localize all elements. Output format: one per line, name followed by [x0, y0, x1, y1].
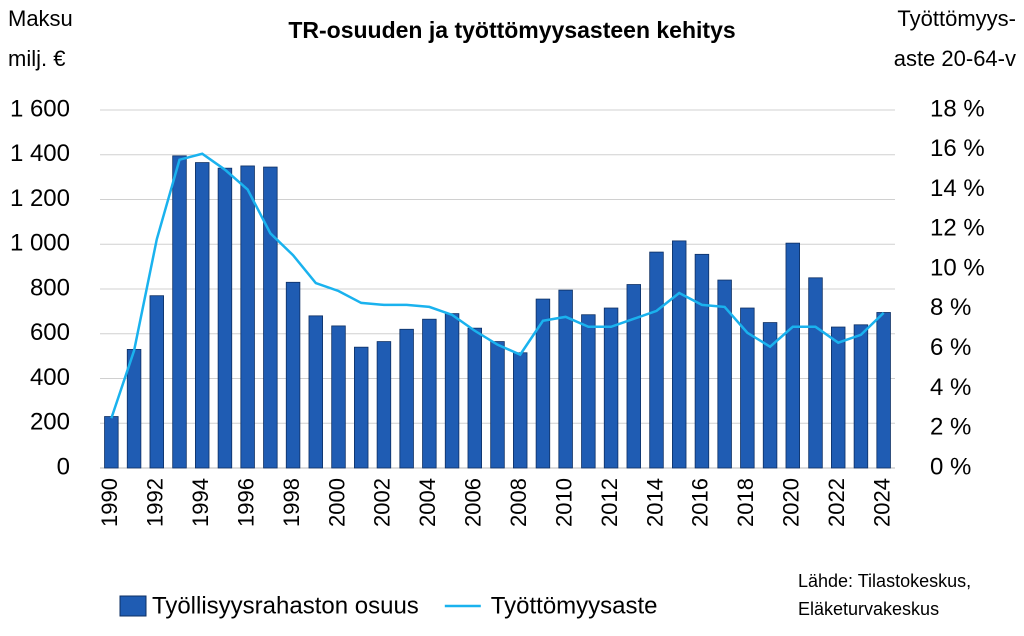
bar	[785, 242, 801, 469]
x-tick-label: 2002	[370, 478, 395, 527]
bar	[217, 167, 233, 469]
bar	[694, 253, 710, 469]
y-axis-title: milj. €	[8, 46, 65, 71]
bar	[853, 324, 869, 469]
x-tick-label: 2008	[506, 478, 531, 527]
bar	[513, 352, 528, 469]
y-axis-title: Maksu	[8, 6, 73, 31]
bar	[831, 326, 846, 469]
bar	[331, 325, 346, 469]
y2-tick-label: 12 %	[930, 215, 985, 242]
x-tick-label: 2014	[642, 478, 667, 527]
bar	[149, 295, 165, 469]
y-tick-label: 1 000	[10, 230, 70, 257]
x-tick-label: 1998	[279, 478, 304, 527]
x-tick-label: 1992	[143, 478, 168, 527]
legend-swatch	[119, 595, 147, 617]
bar	[172, 155, 187, 469]
x-tick-label: 2010	[551, 478, 576, 527]
x-tick-label: 2020	[779, 478, 804, 527]
y2-tick-label: 10 %	[930, 254, 985, 281]
bar	[399, 328, 414, 469]
bar	[104, 416, 119, 469]
x-tick-label: 1990	[97, 478, 122, 527]
y2-tick-label: 14 %	[930, 175, 985, 202]
y2-axis-title: Työttömyys-	[897, 6, 1016, 31]
bar	[762, 322, 778, 469]
bar	[581, 314, 596, 469]
y2-tick-label: 4 %	[930, 374, 971, 401]
bar	[626, 284, 642, 469]
source: Lähde: Tilastokeskus,	[798, 571, 971, 591]
bar	[490, 341, 505, 469]
y-tick-label: 1 600	[10, 95, 70, 122]
y2-axis-title: aste 20-64-v	[894, 46, 1016, 71]
bar	[535, 298, 551, 469]
legend-label: Työttömyysaste	[491, 592, 658, 619]
x-tick-label: 2012	[597, 478, 622, 527]
x-tick-label: 2018	[733, 478, 758, 527]
bar	[603, 307, 619, 469]
y2-tick-label: 2 %	[930, 414, 971, 441]
bar	[444, 313, 460, 469]
bar	[672, 240, 687, 469]
x-tick-label: 2024	[869, 478, 894, 527]
y2-tick-label: 18 %	[930, 95, 985, 122]
bar	[353, 346, 369, 469]
bar	[876, 312, 891, 469]
bar	[740, 307, 755, 469]
source: Eläketurvakeskus	[798, 599, 939, 619]
legend-label: Työllisyysrahaston osuus	[152, 592, 419, 619]
bar	[308, 315, 324, 469]
line	[110, 152, 885, 419]
bar	[194, 162, 210, 469]
bar	[558, 289, 573, 469]
x-tick-label: 2004	[415, 478, 440, 527]
x-tick-label: 2022	[824, 478, 849, 527]
y-tick-label: 1 200	[10, 185, 70, 212]
bar	[285, 281, 301, 469]
bar	[240, 165, 255, 469]
bar	[467, 327, 483, 469]
y2-tick-label: 8 %	[930, 294, 971, 321]
x-tick-label: 2016	[688, 478, 713, 527]
y-tick-label: 0	[57, 453, 70, 480]
bar	[717, 279, 732, 469]
y2-tick-label: 16 %	[930, 135, 985, 162]
x-tick-label: 1994	[188, 478, 213, 527]
y-tick-label: 400	[30, 364, 70, 391]
y-tick-label: 200	[30, 409, 70, 436]
y-tick-label: 800	[30, 274, 70, 301]
y-tick-label: 1 400	[10, 140, 70, 167]
y2-tick-label: 6 %	[930, 334, 971, 361]
bar	[808, 277, 823, 469]
y2-tick-label: 0 %	[930, 453, 971, 480]
chart-title: TR-osuuden ja työttömyysasteen kehitys	[288, 17, 735, 43]
bar	[376, 341, 392, 469]
x-tick-label: 1996	[233, 478, 258, 527]
bar	[649, 251, 664, 469]
x-tick-label: 2000	[324, 478, 349, 527]
y-tick-label: 600	[30, 319, 70, 346]
bar	[263, 166, 278, 469]
bar	[422, 318, 437, 469]
x-tick-label: 2006	[461, 478, 486, 527]
